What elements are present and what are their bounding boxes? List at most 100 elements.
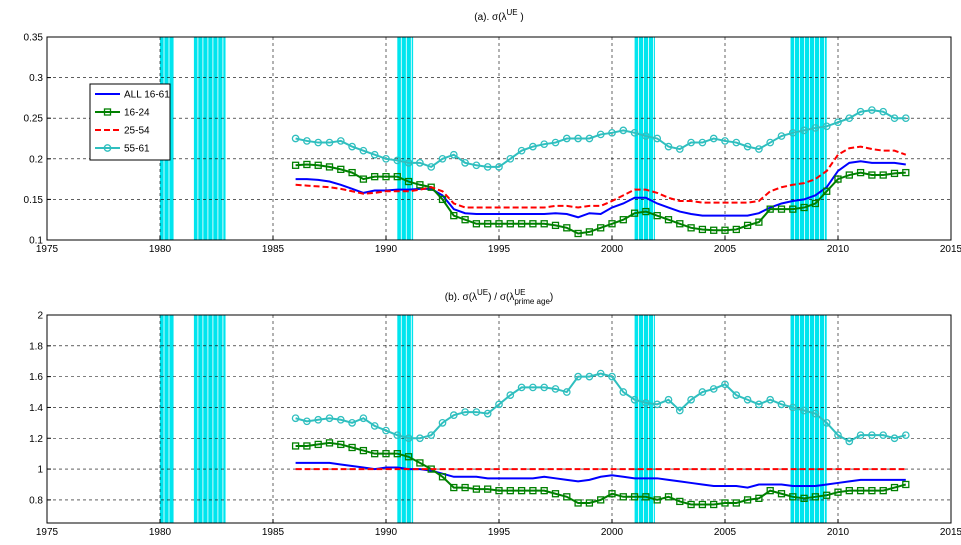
marker	[450, 211, 458, 220]
marker	[789, 493, 797, 501]
y-tick-label: 1.6	[29, 372, 43, 383]
marker	[653, 134, 662, 143]
marker	[675, 145, 684, 153]
marker	[800, 406, 808, 415]
marker	[574, 229, 582, 238]
marker	[811, 124, 820, 132]
y-tick-label: 0.15	[24, 195, 44, 206]
marker	[314, 440, 322, 449]
shaded-period	[634, 315, 655, 523]
marker	[416, 459, 424, 467]
marker	[619, 216, 627, 224]
marker	[563, 224, 571, 232]
marker	[608, 372, 616, 381]
marker	[472, 161, 481, 170]
x-tick-label: 2000	[601, 244, 624, 255]
marker	[336, 137, 345, 145]
marker	[574, 372, 582, 381]
marker	[506, 220, 514, 228]
y-tick-label: 0.1	[29, 236, 43, 247]
axes-frame	[46, 314, 952, 524]
marker	[687, 500, 695, 509]
marker	[404, 453, 413, 461]
marker	[314, 161, 322, 169]
marker	[348, 443, 356, 452]
marker	[291, 442, 300, 450]
marker	[879, 171, 887, 179]
marker	[370, 422, 379, 430]
marker	[359, 414, 368, 423]
marker	[438, 195, 447, 204]
marker	[337, 165, 345, 174]
axes-frame	[46, 36, 952, 241]
marker	[506, 391, 515, 399]
marker	[404, 177, 413, 186]
y-tick-label: 0.8	[29, 495, 43, 506]
x-tick-label: 1990	[375, 527, 398, 538]
subplot: 1975 1980 1985 1990 1995 2000 2005 2010 2015 0.8 1…	[29, 288, 961, 538]
marker	[856, 431, 865, 440]
y-tick-label: 1.8	[29, 341, 43, 352]
x-tick-label: 1990	[375, 244, 398, 255]
marker	[890, 169, 899, 178]
marker	[664, 216, 673, 224]
legend-label: 55-61	[124, 144, 150, 155]
marker	[845, 114, 854, 123]
marker	[823, 187, 831, 195]
marker	[393, 156, 402, 165]
marker	[483, 163, 492, 171]
y-tick-label: 1	[37, 465, 43, 476]
marker	[721, 226, 729, 234]
marker	[461, 408, 469, 416]
marker	[303, 442, 311, 450]
marker	[449, 150, 458, 159]
marker	[495, 163, 503, 171]
x-tick-label: 1995	[488, 244, 511, 255]
x-tick-label: 2005	[714, 527, 737, 538]
marker	[416, 181, 424, 189]
marker	[856, 107, 865, 116]
marker	[348, 168, 356, 177]
marker	[664, 142, 673, 151]
marker	[495, 400, 503, 409]
marker	[303, 137, 311, 145]
marker	[687, 224, 695, 232]
marker	[370, 150, 379, 159]
marker	[404, 159, 413, 167]
marker	[484, 485, 492, 493]
title-part: )	[518, 12, 524, 23]
legend-label: ALL 16-61	[124, 90, 170, 101]
marker	[551, 490, 560, 498]
marker	[890, 434, 899, 443]
marker	[788, 128, 797, 137]
marker	[449, 411, 458, 419]
marker	[698, 388, 707, 396]
marker	[789, 205, 797, 213]
y-tick-label: 0.3	[29, 73, 43, 84]
marker	[800, 494, 808, 502]
marker	[529, 383, 537, 392]
shaded-period	[397, 315, 414, 523]
marker	[630, 493, 639, 501]
marker	[845, 486, 853, 495]
marker	[698, 500, 707, 509]
marker	[563, 493, 571, 501]
marker	[540, 220, 548, 228]
marker	[834, 488, 842, 496]
marker	[382, 154, 390, 163]
chart-title: (b). σ(λUE) / σ(λUE prime age)	[445, 288, 554, 306]
marker	[450, 483, 458, 492]
marker	[856, 168, 865, 177]
y-tick-label: 1.4	[29, 403, 43, 414]
marker	[822, 419, 831, 427]
marker	[540, 486, 548, 495]
marker	[337, 440, 345, 449]
marker	[721, 380, 729, 389]
marker	[630, 209, 639, 217]
title-part: UE	[477, 288, 488, 297]
marker	[371, 450, 379, 458]
marker	[687, 138, 695, 147]
marker	[766, 205, 774, 213]
marker	[461, 159, 469, 167]
marker	[732, 391, 741, 399]
